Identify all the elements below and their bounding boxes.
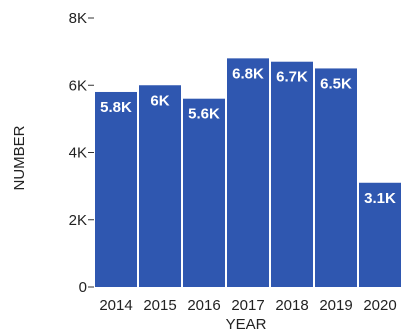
bar-2016 xyxy=(183,98,225,287)
bar-value-label: 6.8K xyxy=(232,65,264,82)
x-tick-label: 2014 xyxy=(99,297,132,314)
x-tick-label: 2015 xyxy=(143,297,176,314)
bar-2020 xyxy=(359,182,401,287)
y-tick-label: 4K xyxy=(69,145,87,162)
bar-value-label: 5.6K xyxy=(188,106,220,123)
bar-value-label: 6K xyxy=(150,92,169,109)
x-tick-label: 2019 xyxy=(319,297,352,314)
x-tick-label: 2018 xyxy=(275,297,308,314)
x-axis-title: YEAR xyxy=(226,316,267,333)
bar-labels: 5.8K 6K 5.6K 6.8K 6.7K 6.5K 3.1K xyxy=(100,65,396,206)
x-tick-label: 2017 xyxy=(231,297,264,314)
bar-value-label: 6.7K xyxy=(276,69,308,86)
x-tick-label: 2016 xyxy=(187,297,220,314)
bars xyxy=(95,58,401,288)
y-axis-title: NUMBER xyxy=(11,125,28,190)
bar-2014 xyxy=(95,91,137,287)
y-axis: 0 2K 4K 6K 8K xyxy=(69,10,94,296)
bar-value-label: 5.8K xyxy=(100,99,132,116)
y-tick-label: 0 xyxy=(79,279,87,296)
x-axis: 2014 2015 2016 2017 2018 2019 2020 xyxy=(99,297,396,314)
bar-2018 xyxy=(271,61,313,288)
x-tick-label: 2020 xyxy=(363,297,396,314)
y-tick-label: 2K xyxy=(69,212,87,229)
bar-value-label: 6.5K xyxy=(320,75,352,92)
bar-2019 xyxy=(315,68,357,287)
y-tick-label: 8K xyxy=(69,10,87,27)
bar-2017 xyxy=(227,58,269,287)
bar-2015 xyxy=(139,85,181,287)
bar-value-label: 3.1K xyxy=(364,190,396,207)
y-tick-label: 6K xyxy=(69,77,87,94)
